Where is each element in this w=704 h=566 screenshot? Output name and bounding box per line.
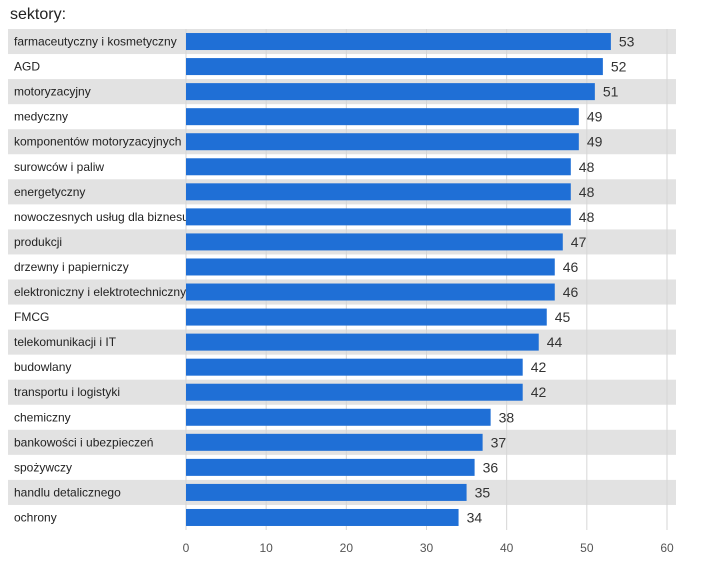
category-label: handlu detalicznego	[14, 485, 121, 499]
category-label: spożywczy	[14, 460, 72, 474]
bar	[186, 358, 523, 376]
value-label: 48	[579, 209, 595, 225]
category-label: AGD	[14, 60, 40, 74]
value-label: 47	[571, 234, 587, 250]
value-label: 37	[491, 434, 507, 450]
category-label: elektroniczny i elektrotechniczny	[14, 285, 186, 299]
chart-title: sektory:	[10, 6, 67, 23]
category-label: medyczny	[14, 110, 68, 124]
bar	[186, 433, 483, 451]
bar	[186, 283, 555, 301]
bar	[186, 33, 611, 51]
x-tick-label: 40	[500, 541, 514, 555]
category-label: telekomunikacji i IT	[14, 335, 117, 349]
value-label: 53	[619, 34, 635, 50]
bar	[186, 508, 459, 526]
value-label: 42	[531, 359, 547, 375]
value-label: 48	[579, 184, 595, 200]
value-label: 46	[563, 259, 579, 275]
category-label: bankowości i ubezpieczeń	[14, 435, 153, 449]
bar	[186, 308, 547, 326]
value-label: 48	[579, 159, 595, 175]
value-label: 46	[563, 284, 579, 300]
bar	[186, 158, 571, 176]
bar	[186, 83, 595, 101]
x-tick-label: 60	[660, 541, 674, 555]
bar	[186, 233, 563, 251]
value-label: 51	[603, 84, 619, 100]
category-label: komponentów motoryzacyjnych	[14, 135, 181, 149]
value-label: 42	[531, 384, 547, 400]
bar	[186, 108, 579, 126]
bar	[186, 483, 467, 501]
x-tick-label: 30	[420, 541, 434, 555]
category-label: produkcji	[14, 235, 62, 249]
x-tick-label: 10	[259, 541, 273, 555]
value-label: 38	[499, 409, 515, 425]
bar	[186, 208, 571, 226]
x-tick-label: 0	[183, 541, 190, 555]
bar	[186, 383, 523, 401]
value-label: 36	[483, 459, 499, 475]
x-tick-label: 50	[580, 541, 594, 555]
value-label: 44	[547, 334, 563, 350]
x-tick-label: 20	[340, 541, 354, 555]
value-label: 34	[467, 509, 483, 525]
value-label: 49	[587, 134, 603, 150]
bar	[186, 408, 491, 426]
value-label: 35	[475, 484, 491, 500]
bar	[186, 258, 555, 276]
bar	[186, 58, 603, 76]
category-label: motoryzacyjny	[14, 85, 91, 99]
category-label: surowców i paliw	[14, 160, 104, 174]
bar	[186, 458, 475, 476]
category-label: nowoczesnych usług dla biznesu	[14, 210, 189, 224]
value-label: 45	[555, 309, 571, 325]
category-label: budowlany	[14, 360, 71, 374]
category-label: transportu i logistyki	[14, 385, 120, 399]
category-label: FMCG	[14, 310, 49, 324]
category-label: drzewny i papierniczy	[14, 260, 129, 274]
value-label: 49	[587, 109, 603, 125]
category-label: farmaceutyczny i kosmetyczny	[14, 35, 177, 49]
bar	[186, 133, 579, 151]
bar	[186, 183, 571, 201]
category-label: chemiczny	[14, 410, 71, 424]
value-label: 52	[611, 59, 627, 75]
bar	[186, 333, 539, 351]
category-label: energetyczny	[14, 185, 85, 199]
category-label: ochrony	[14, 510, 57, 524]
